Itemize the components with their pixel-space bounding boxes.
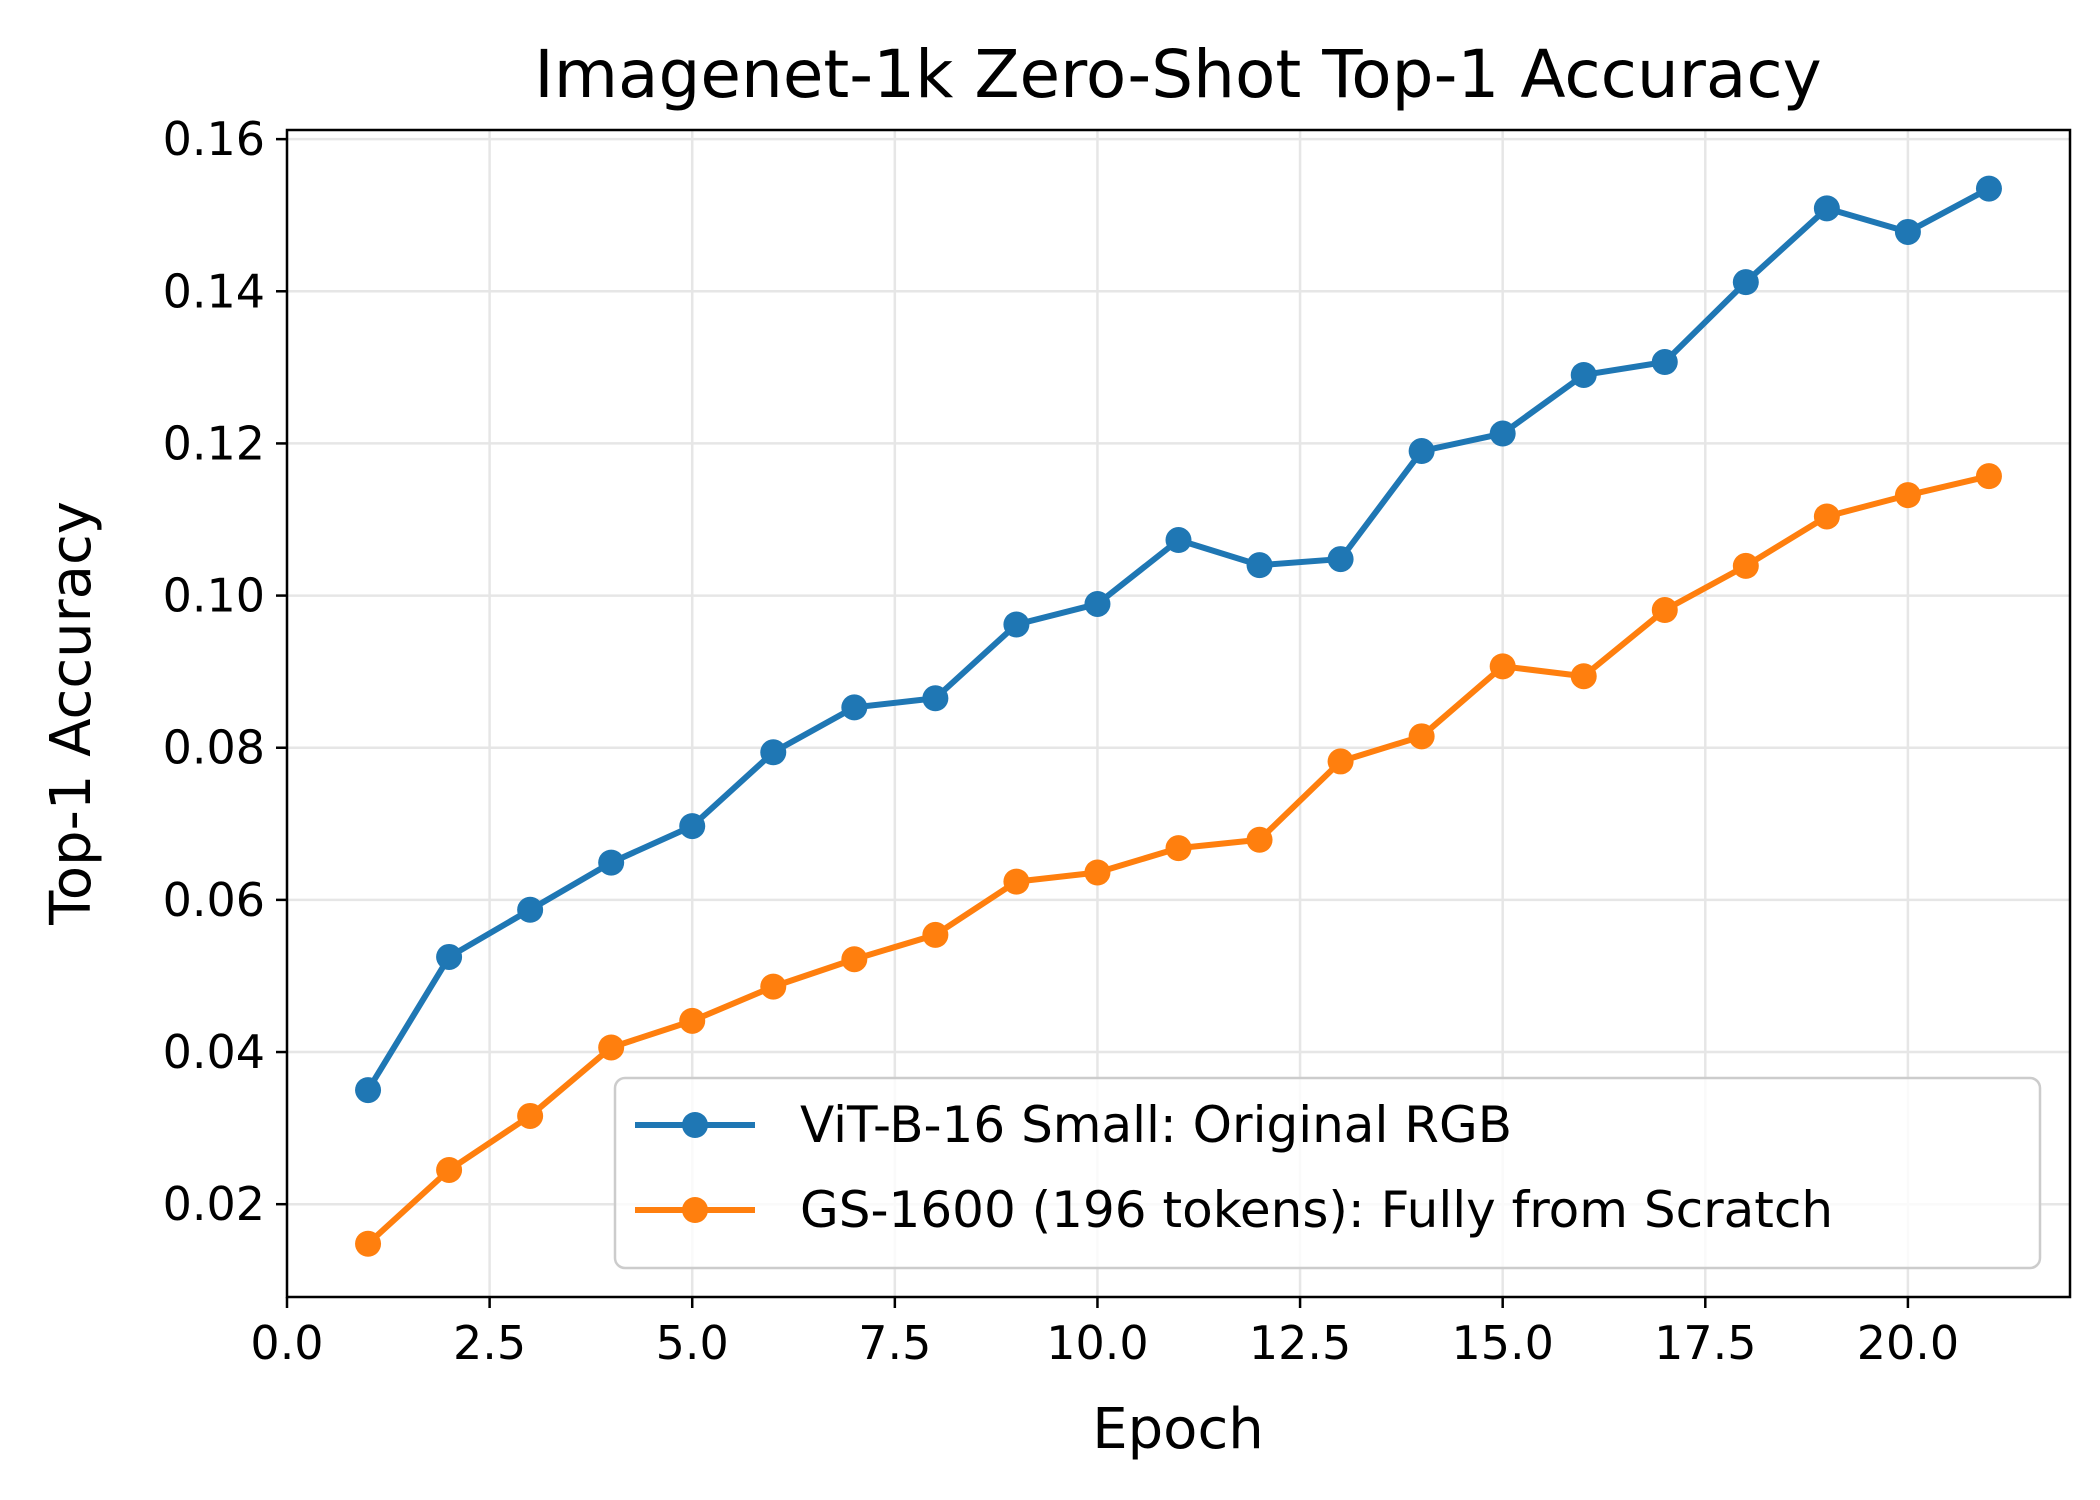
y-axis-title: Top-1 Accuracy (39, 501, 104, 926)
data-point (1327, 546, 1354, 573)
data-point (1003, 611, 1030, 638)
data-point (841, 946, 868, 973)
data-point (517, 896, 544, 923)
y-tick-label: 0.16 (163, 112, 265, 166)
data-point (1084, 859, 1111, 886)
data-point (1327, 748, 1354, 775)
legend: ViT-B-16 Small: Original RGB GS-1600 (19… (613, 1076, 2042, 1270)
data-point (598, 1034, 625, 1061)
x-axis-title: Epoch (1092, 1397, 1263, 1462)
x-tick-label: 7.5 (858, 1316, 931, 1370)
x-tick-label: 15.0 (1451, 1316, 1553, 1370)
y-tick-label: 0.12 (163, 416, 265, 470)
data-point (1570, 663, 1597, 690)
y-tick-label: 0.10 (163, 569, 265, 623)
data-point (1246, 552, 1273, 579)
data-point (760, 739, 787, 766)
data-point (1408, 723, 1435, 750)
y-tick-label: 0.02 (163, 1177, 265, 1231)
chart-title: Imagenet-1k Zero-Shot Top-1 Accuracy (534, 36, 1821, 113)
data-point (1489, 653, 1516, 680)
data-point (1894, 218, 1921, 245)
data-point (1570, 361, 1597, 388)
data-point (355, 1077, 382, 1104)
x-tick-label: 5.0 (656, 1316, 729, 1370)
series-2 (355, 463, 2002, 1257)
data-point (355, 1230, 382, 1257)
legend-label: GS-1600 (196 tokens): Fully from Scratch (800, 1181, 1833, 1239)
data-point (679, 1007, 706, 1034)
series-layer (355, 175, 2002, 1257)
y-tick-label: 0.08 (163, 721, 265, 775)
y-tick-label: 0.06 (163, 873, 265, 927)
data-point (436, 1156, 463, 1183)
data-point (1489, 420, 1516, 447)
data-point (841, 694, 868, 721)
data-point (1651, 597, 1678, 624)
data-point (922, 921, 949, 948)
series-1 (355, 175, 2002, 1104)
data-point (1003, 868, 1030, 895)
data-point (1165, 835, 1192, 862)
x-tick-label: 20.0 (1857, 1316, 1959, 1370)
data-point (1165, 527, 1192, 554)
data-point (1975, 175, 2002, 202)
data-point (517, 1102, 544, 1129)
legend-swatch-marker (682, 1112, 708, 1138)
data-point (760, 973, 787, 1000)
x-tick-label: 0.0 (250, 1316, 323, 1370)
data-point (1651, 349, 1678, 376)
x-tick-label: 12.5 (1249, 1316, 1351, 1370)
grid-lines (285, 130, 2070, 1297)
legend-swatch-marker (682, 1197, 708, 1223)
data-point (1732, 269, 1759, 296)
plot-frame (285, 128, 2072, 1299)
legend-label: ViT-B-16 Small: Original RGB (800, 1096, 1512, 1154)
x-tick-label: 17.5 (1654, 1316, 1756, 1370)
data-point (436, 943, 463, 970)
x-tick-label: 10.0 (1046, 1316, 1148, 1370)
y-tick-label: 0.14 (163, 264, 265, 318)
x-tick-label: 2.5 (453, 1316, 526, 1370)
data-point (1975, 463, 2002, 490)
data-point (1813, 503, 1840, 530)
data-point (1894, 482, 1921, 509)
data-point (1084, 590, 1111, 617)
axis-ticks: 0.0 2.5 5.0 7.5 10.0 12.5 15.0 17.5 20.0 0.02 0.04… (163, 112, 1960, 1370)
y-tick-label: 0.04 (163, 1025, 265, 1079)
data-point (1408, 438, 1435, 465)
data-point (1732, 552, 1759, 579)
data-point (679, 813, 706, 840)
data-point (1246, 826, 1273, 853)
data-point (922, 685, 949, 712)
data-point (1813, 195, 1840, 222)
data-point (598, 849, 625, 876)
legend-box (613, 1076, 2042, 1270)
